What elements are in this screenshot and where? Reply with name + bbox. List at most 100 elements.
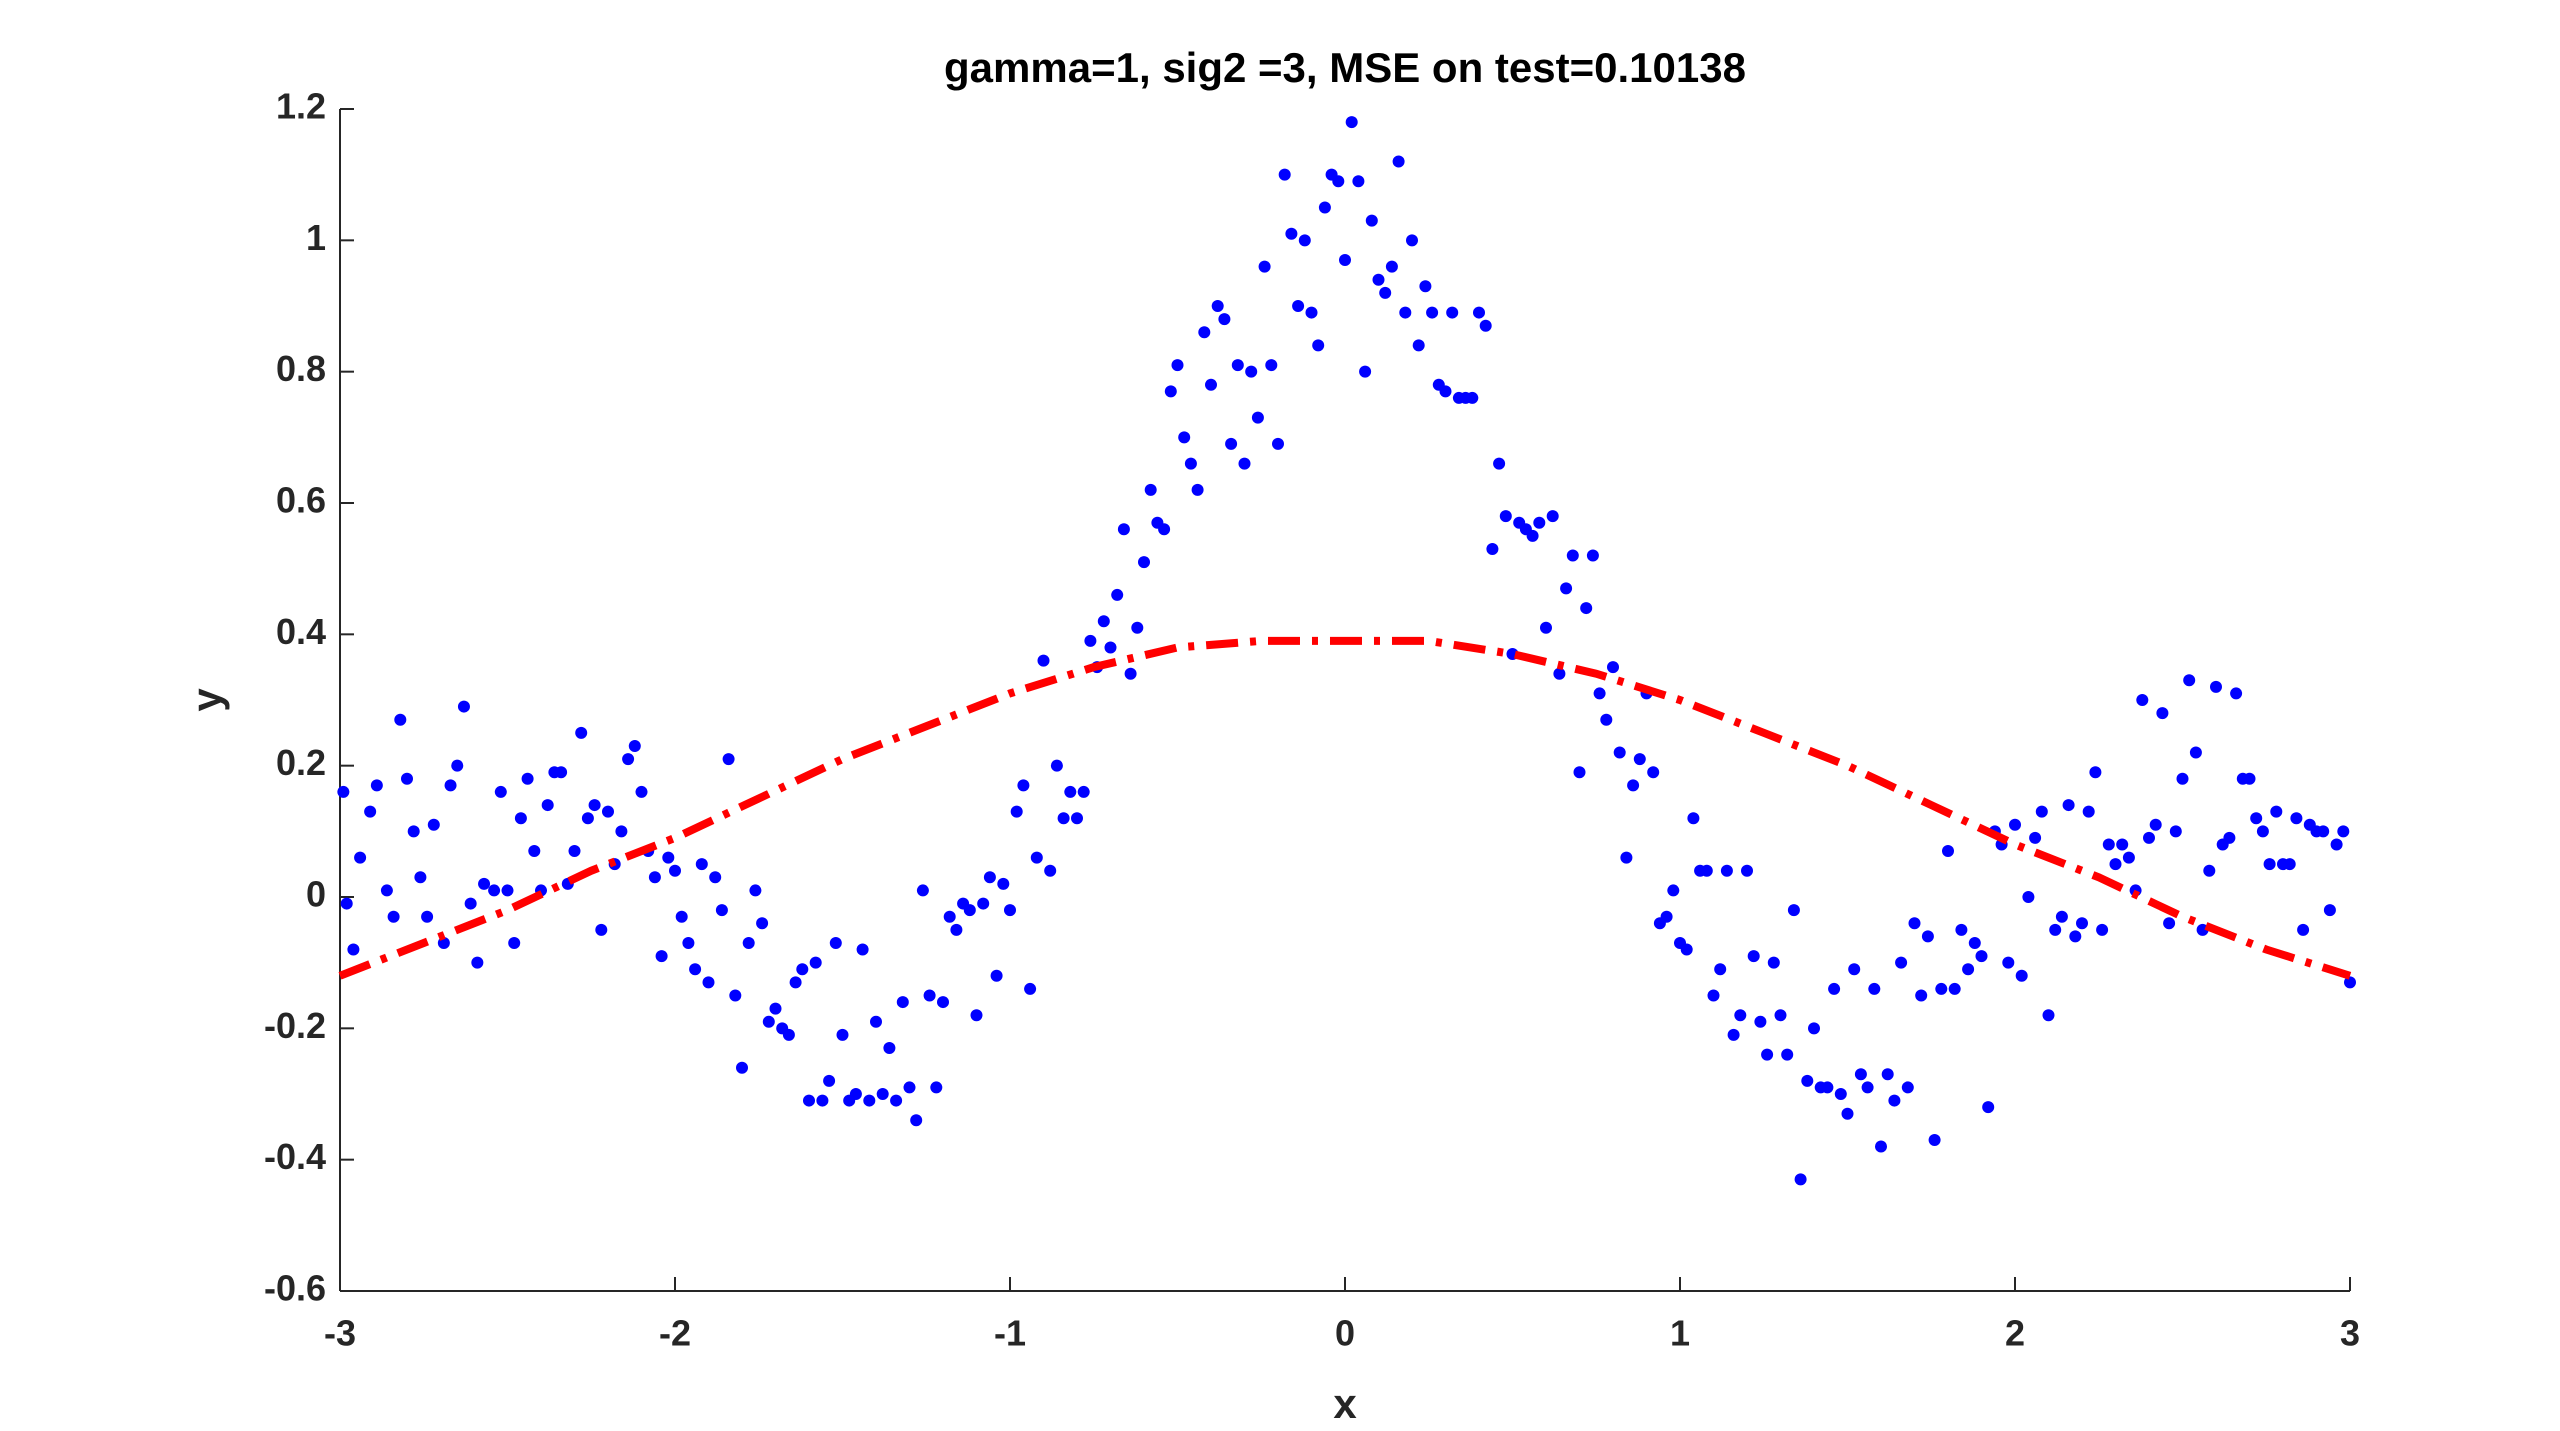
scatter-point — [1486, 542, 1499, 555]
scatter-point — [568, 845, 581, 858]
scatter-point — [715, 904, 728, 917]
scatter-point — [1285, 227, 1298, 240]
scatter-point — [1084, 634, 1097, 647]
scatter-point — [2323, 904, 2336, 917]
scatter-point — [2069, 930, 2082, 943]
scatter-point — [749, 884, 762, 897]
scatter-point — [2022, 891, 2035, 903]
scatter-point — [2143, 831, 2155, 844]
scatter-point — [1734, 1009, 1747, 1022]
y-tick-label: 1.2 — [276, 86, 326, 127]
scatter-point — [1278, 168, 1291, 181]
scatter-point — [2203, 864, 2216, 877]
scatter-point — [1526, 529, 1539, 542]
scatter-point — [1178, 431, 1191, 444]
scatter-point — [1339, 254, 1351, 267]
scatter-point — [2189, 746, 2202, 759]
scatter-point — [488, 884, 501, 897]
scatter-point — [937, 996, 949, 1009]
scatter-point — [1714, 963, 1727, 976]
scatter-point — [870, 1015, 882, 1028]
scatter-point — [494, 785, 507, 798]
x-tick-label: 3 — [2340, 1313, 2360, 1354]
scatter-point — [2102, 838, 2115, 851]
scatter-point — [1211, 300, 1224, 312]
scatter-point — [803, 1094, 815, 1107]
scatter-point — [1741, 864, 1753, 877]
scatter-point — [541, 799, 554, 812]
scatter-point — [1044, 864, 1057, 877]
scatter-point — [1767, 956, 1780, 969]
chart-title: gamma=1, sig2 =3, MSE on test=0.10138 — [944, 44, 1746, 91]
scatter-point — [1633, 753, 1646, 766]
scatter-point — [2330, 838, 2343, 851]
scatter-point — [2317, 825, 2330, 838]
scatter-point — [2270, 805, 2283, 818]
scatter-point — [2149, 818, 2162, 831]
scatter-point — [916, 884, 929, 897]
scatter-point — [997, 877, 1010, 890]
scatter-point — [380, 884, 393, 897]
y-tick-label: 0.6 — [276, 480, 326, 521]
scatter-point — [1399, 306, 1412, 319]
scatter-point — [1037, 654, 1050, 667]
scatter-point — [2169, 825, 2182, 838]
scatter-point — [1627, 779, 1640, 792]
scatter-point — [2076, 917, 2088, 930]
scatter-point — [1466, 391, 1479, 404]
scatter-point — [2096, 923, 2109, 936]
scatter-point — [464, 897, 477, 910]
scatter-point — [1540, 621, 1552, 634]
scatter-point — [1580, 602, 1593, 615]
scatter-point — [575, 726, 588, 739]
scatter-point — [1138, 556, 1150, 569]
y-tick-label: 0.8 — [276, 348, 326, 389]
scatter-point — [1171, 359, 1184, 372]
scatter-point — [2029, 831, 2042, 844]
scatter-point — [2344, 976, 2356, 989]
scatter-point — [655, 950, 668, 963]
y-tick-label: -0.4 — [264, 1136, 326, 1177]
scatter-point — [1747, 950, 1760, 963]
scatter-point — [890, 1094, 903, 1107]
scatter-point — [1533, 516, 1546, 529]
scatter-point — [444, 779, 457, 792]
scatter-point — [387, 910, 400, 923]
scatter-point — [1305, 306, 1318, 319]
scatter-point — [1553, 667, 1566, 680]
scatter-point — [1265, 359, 1278, 372]
scatter-point — [1942, 845, 1954, 858]
scatter-point — [2263, 858, 2276, 871]
scatter-point — [923, 989, 936, 1002]
scatter-point — [1801, 1074, 1814, 1087]
scatter-point — [1774, 1009, 1787, 1022]
scatter-point — [1700, 864, 1713, 877]
scatter-point — [1667, 884, 1680, 897]
scatter-point — [394, 713, 407, 726]
scatter-point — [521, 772, 534, 785]
scatter-point — [796, 963, 809, 976]
scatter-point — [622, 753, 635, 766]
scatter-point — [1117, 523, 1130, 536]
scatter-point — [896, 996, 909, 1009]
scatter-point — [628, 739, 641, 752]
y-tick-label: -0.6 — [264, 1268, 326, 1309]
scatter-point — [1111, 588, 1124, 601]
scatter-point — [2223, 831, 2236, 844]
scatter-point — [1097, 615, 1110, 628]
y-axis-label: y — [183, 688, 230, 712]
scatter-point — [695, 858, 708, 871]
scatter-point — [1124, 667, 1137, 680]
scatter-point — [1499, 510, 1512, 523]
scatter-point — [421, 910, 434, 923]
scatter-point — [2122, 851, 2135, 864]
scatter-point — [1064, 785, 1077, 798]
scatter-point — [1225, 437, 1238, 450]
scatter-point — [2062, 799, 2075, 812]
scatter-point — [809, 956, 822, 969]
scatter-point — [1372, 273, 1385, 286]
scatter-point — [756, 917, 769, 930]
scatter-point — [1888, 1094, 1901, 1107]
scatter-point — [1446, 306, 1459, 319]
